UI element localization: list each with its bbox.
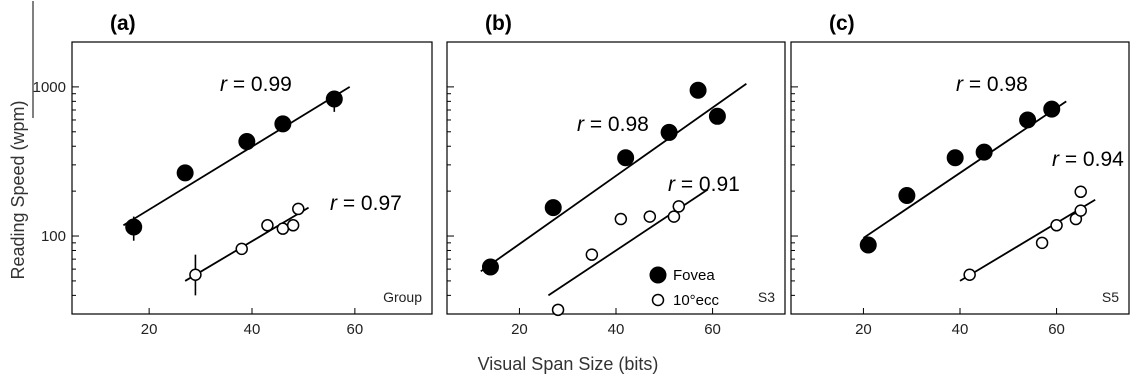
ecc-series: r = 0.94 xyxy=(959,148,1124,282)
ecc-point xyxy=(261,219,274,232)
x-tick-label: 40 xyxy=(244,321,261,338)
fovea-series: r = 0.98 xyxy=(859,73,1067,254)
legend: Fovea 10°ecc xyxy=(649,266,720,309)
ecc-series: r = 0.91 xyxy=(547,173,740,317)
r-value-label: r = 0.98 xyxy=(956,73,1028,96)
fit-line xyxy=(959,199,1096,282)
x-tick-label: 60 xyxy=(704,321,721,338)
ecc-point xyxy=(1035,236,1049,250)
fovea-point xyxy=(617,149,635,167)
r-value-label: r = 0.91 xyxy=(668,173,740,196)
ecc-point xyxy=(667,210,681,223)
y-tick-label: 1000 xyxy=(33,79,66,96)
fit-line xyxy=(122,86,351,227)
legend-label: Fovea xyxy=(673,267,715,284)
r-value-label: r = 0.94 xyxy=(1052,148,1124,171)
ecc-point xyxy=(672,200,686,213)
fovea-series: r = 0.99 xyxy=(122,73,351,241)
x-axis-title: Visual Span Size (bits) xyxy=(478,354,659,374)
r-value-label: r = 0.98 xyxy=(577,113,649,136)
fovea-point xyxy=(274,115,292,133)
fovea-point xyxy=(859,236,877,254)
legend-label: 10°ecc xyxy=(673,292,720,309)
ecc-point xyxy=(286,219,300,232)
ecc-point xyxy=(1050,219,1063,232)
fovea-point xyxy=(898,186,916,204)
fovea-point xyxy=(544,199,562,217)
ecc-point xyxy=(292,202,305,216)
legend-fovea-marker xyxy=(649,266,667,284)
fovea-point xyxy=(708,107,726,125)
x-tick-label: 20 xyxy=(855,321,872,338)
fovea-point xyxy=(325,90,343,108)
x-tick-label: 60 xyxy=(347,321,364,338)
panel-c: 20 40 60 (c) S5 r = 0.98 r = 0.94 xyxy=(790,12,1130,338)
fovea-point xyxy=(1043,100,1061,118)
panel-label: (a) xyxy=(110,12,136,35)
fovea-point xyxy=(946,149,964,167)
fovea-point xyxy=(689,81,707,99)
ecc-point xyxy=(1074,185,1087,199)
y-tick-label: 100 xyxy=(41,228,66,245)
fit-line xyxy=(480,82,747,273)
fovea-point xyxy=(125,218,143,236)
ecc-point xyxy=(963,268,976,281)
fovea-point xyxy=(238,133,256,151)
ecc-point xyxy=(276,222,290,235)
ecc-point xyxy=(643,210,657,223)
r-value-label: r = 0.99 xyxy=(220,73,292,96)
fovea-point xyxy=(176,164,194,182)
ecc-point xyxy=(614,212,628,226)
r-value-label: r = 0.97 xyxy=(330,192,402,215)
x-tick-label: 20 xyxy=(141,321,158,338)
ecc-series: r = 0.97 xyxy=(184,192,402,296)
subject-label: S3 xyxy=(758,289,775,305)
y-axis-title: Reading Speed (wpm) xyxy=(8,100,28,279)
ecc-point xyxy=(1074,204,1087,217)
ecc-point xyxy=(585,248,599,261)
fovea-point xyxy=(975,143,993,161)
fit-line xyxy=(184,206,310,282)
panel-b: 20 40 60 (b) S3 r = 0.98 r = 0.91 Fovea 10°ecc xyxy=(446,12,786,338)
ecc-point xyxy=(235,242,248,256)
subject-label: S5 xyxy=(1102,289,1119,305)
panel-a: 20 40 60 100 1000 (a) Group r = 0.99 r = 0.97 xyxy=(33,12,433,338)
x-tick-label: 60 xyxy=(1048,321,1065,338)
panel-label: (b) xyxy=(485,12,512,35)
fovea-series: r = 0.98 xyxy=(480,81,747,276)
ecc-point xyxy=(189,268,202,281)
ecc-point xyxy=(551,303,565,317)
fovea-point xyxy=(660,123,678,141)
x-tick-label: 40 xyxy=(952,321,969,338)
legend-ecc-marker xyxy=(651,293,665,307)
fovea-point xyxy=(1019,111,1037,129)
x-tick-label: 40 xyxy=(608,321,625,338)
subject-label: Group xyxy=(383,289,422,305)
panel-label: (c) xyxy=(829,12,855,35)
fovea-point xyxy=(481,258,499,276)
x-tick-label: 20 xyxy=(511,321,528,338)
